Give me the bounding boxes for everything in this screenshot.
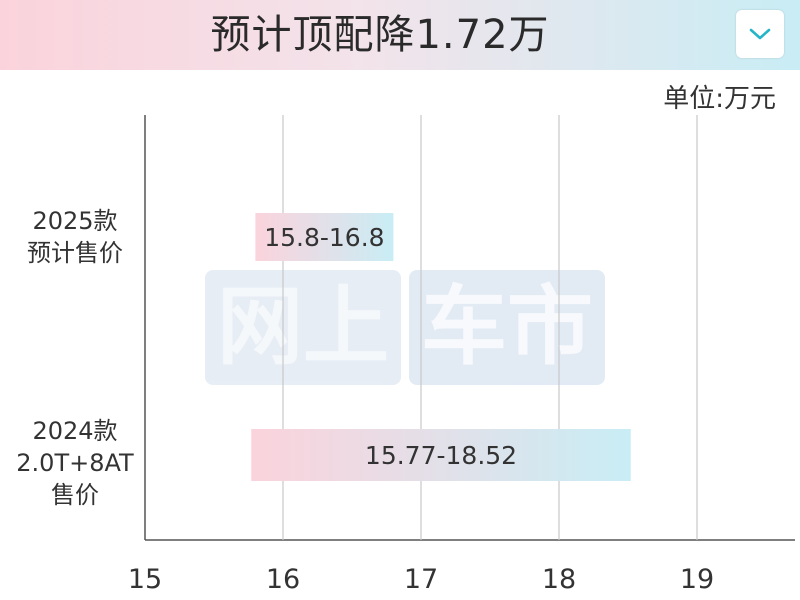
category-label-line: 预计售价 [27,239,123,267]
range-bar [255,213,394,261]
dropdown-button[interactable] [736,10,784,58]
x-tick-label: 19 [680,564,714,595]
category-label-line: 2.0T+8AT [16,449,134,477]
x-tick-label: 18 [542,564,576,595]
bar-data-label: 15.77-18.52 [365,441,517,470]
category-label: 2025款预计售价 [0,205,150,269]
x-tick-label: 15 [128,564,162,595]
category-label: 2024款 2.0T+8AT 售价 [0,415,150,511]
bar-data-label: 15.8-16.8 [264,223,384,252]
unit-label: 单位:万元 [663,84,776,114]
watermark: 网上 车市 [205,270,605,385]
x-tick-label: 16 [266,564,300,595]
category-label-line: 售价 [51,481,99,509]
range-bar [251,429,631,481]
chart-title: 预计顶配降1.72万 [210,12,550,58]
chevron-down-icon [749,28,771,40]
watermark-part2: 车市 [409,270,605,385]
x-tick-label: 17 [404,564,438,595]
watermark-part1: 网上 [205,270,401,385]
category-label-line: 2025款 [32,207,118,235]
category-label-line: 2024款 [32,417,118,445]
header-bar: 预计顶配降1.72万 [0,0,800,70]
